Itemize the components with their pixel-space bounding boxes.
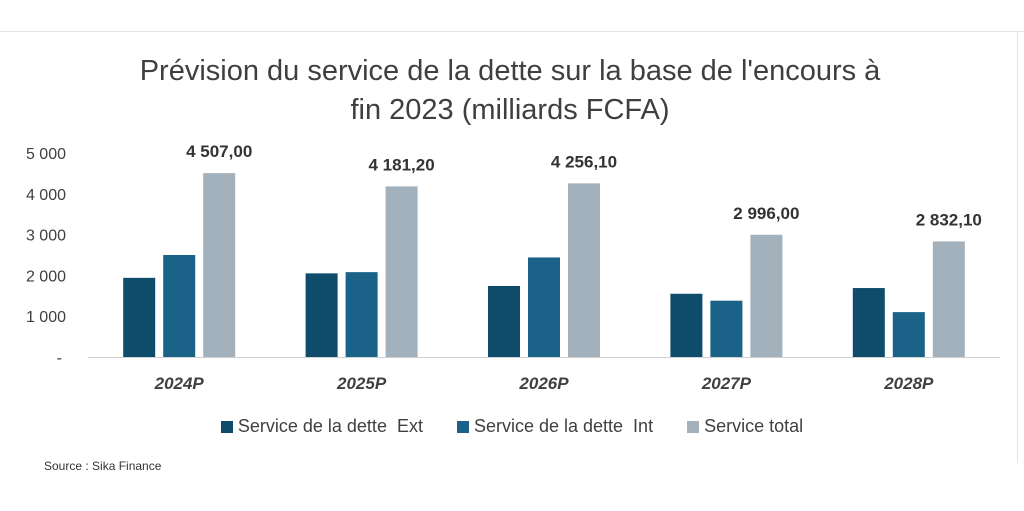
bar-ext bbox=[123, 277, 156, 357]
bar-int bbox=[710, 300, 743, 357]
y-tick-label: - bbox=[57, 350, 62, 367]
bar-int bbox=[892, 312, 925, 357]
chart-title-line-1: Prévision du service de la dette sur la … bbox=[139, 55, 881, 87]
bar-ext bbox=[305, 273, 338, 357]
legend-item-total: Service total bbox=[687, 416, 803, 437]
x-tick-label: 2024P bbox=[154, 374, 205, 393]
data-label-total: 4 181,20 bbox=[369, 155, 435, 174]
y-tick-label: 2 000 bbox=[26, 268, 66, 285]
bar-total bbox=[750, 234, 783, 357]
legend-item-int: Service de la dette Int bbox=[456, 416, 654, 437]
chart-title-line-2: fin 2023 (milliards FCFA) bbox=[350, 94, 670, 126]
frame-right-border bbox=[1017, 31, 1018, 463]
data-label-total: 2 996,00 bbox=[733, 204, 799, 223]
bar-int bbox=[528, 257, 560, 357]
y-tick-label: 3 000 bbox=[26, 228, 66, 245]
chart-legend: Service de la dette Ext Service de la de… bbox=[0, 416, 1024, 437]
data-label-total: 2 832,10 bbox=[916, 210, 982, 229]
legend-swatch-total bbox=[687, 420, 700, 433]
bar-total bbox=[203, 173, 236, 357]
legend-item-ext: Service de la dette Ext bbox=[220, 416, 423, 437]
frame-top-border bbox=[0, 31, 1024, 32]
legend-label-ext: Service de la dette Ext bbox=[237, 416, 423, 436]
bar-ext bbox=[852, 288, 885, 357]
legend-swatch-int bbox=[456, 420, 469, 433]
x-tick-label: 2026P bbox=[518, 374, 569, 393]
chart-title: Prévision du service de la dette sur la … bbox=[60, 52, 960, 130]
bar-total bbox=[385, 186, 418, 357]
data-label-total: 4 507,00 bbox=[186, 142, 252, 161]
source-note: Source : Sika Finance bbox=[44, 459, 162, 473]
x-tick-label: 2025P bbox=[336, 374, 387, 393]
legend-swatch-ext bbox=[220, 420, 233, 433]
y-tick-label: 1 000 bbox=[26, 309, 66, 326]
bar-ext bbox=[670, 293, 703, 357]
bar-total bbox=[932, 241, 965, 357]
legend-label-total: Service total bbox=[704, 416, 804, 436]
bar-int bbox=[163, 255, 196, 357]
bar-int bbox=[345, 272, 378, 357]
legend-label-int: Service de la dette Int bbox=[473, 416, 654, 436]
x-tick-label: 2027P bbox=[701, 374, 752, 393]
data-label-total: 4 256,10 bbox=[551, 152, 617, 171]
bar-ext bbox=[488, 286, 520, 357]
y-tick-label: 4 000 bbox=[26, 187, 66, 204]
x-tick-label: 2028P bbox=[883, 374, 934, 393]
y-tick-label: 5 000 bbox=[26, 146, 66, 163]
bar-total bbox=[568, 183, 600, 357]
